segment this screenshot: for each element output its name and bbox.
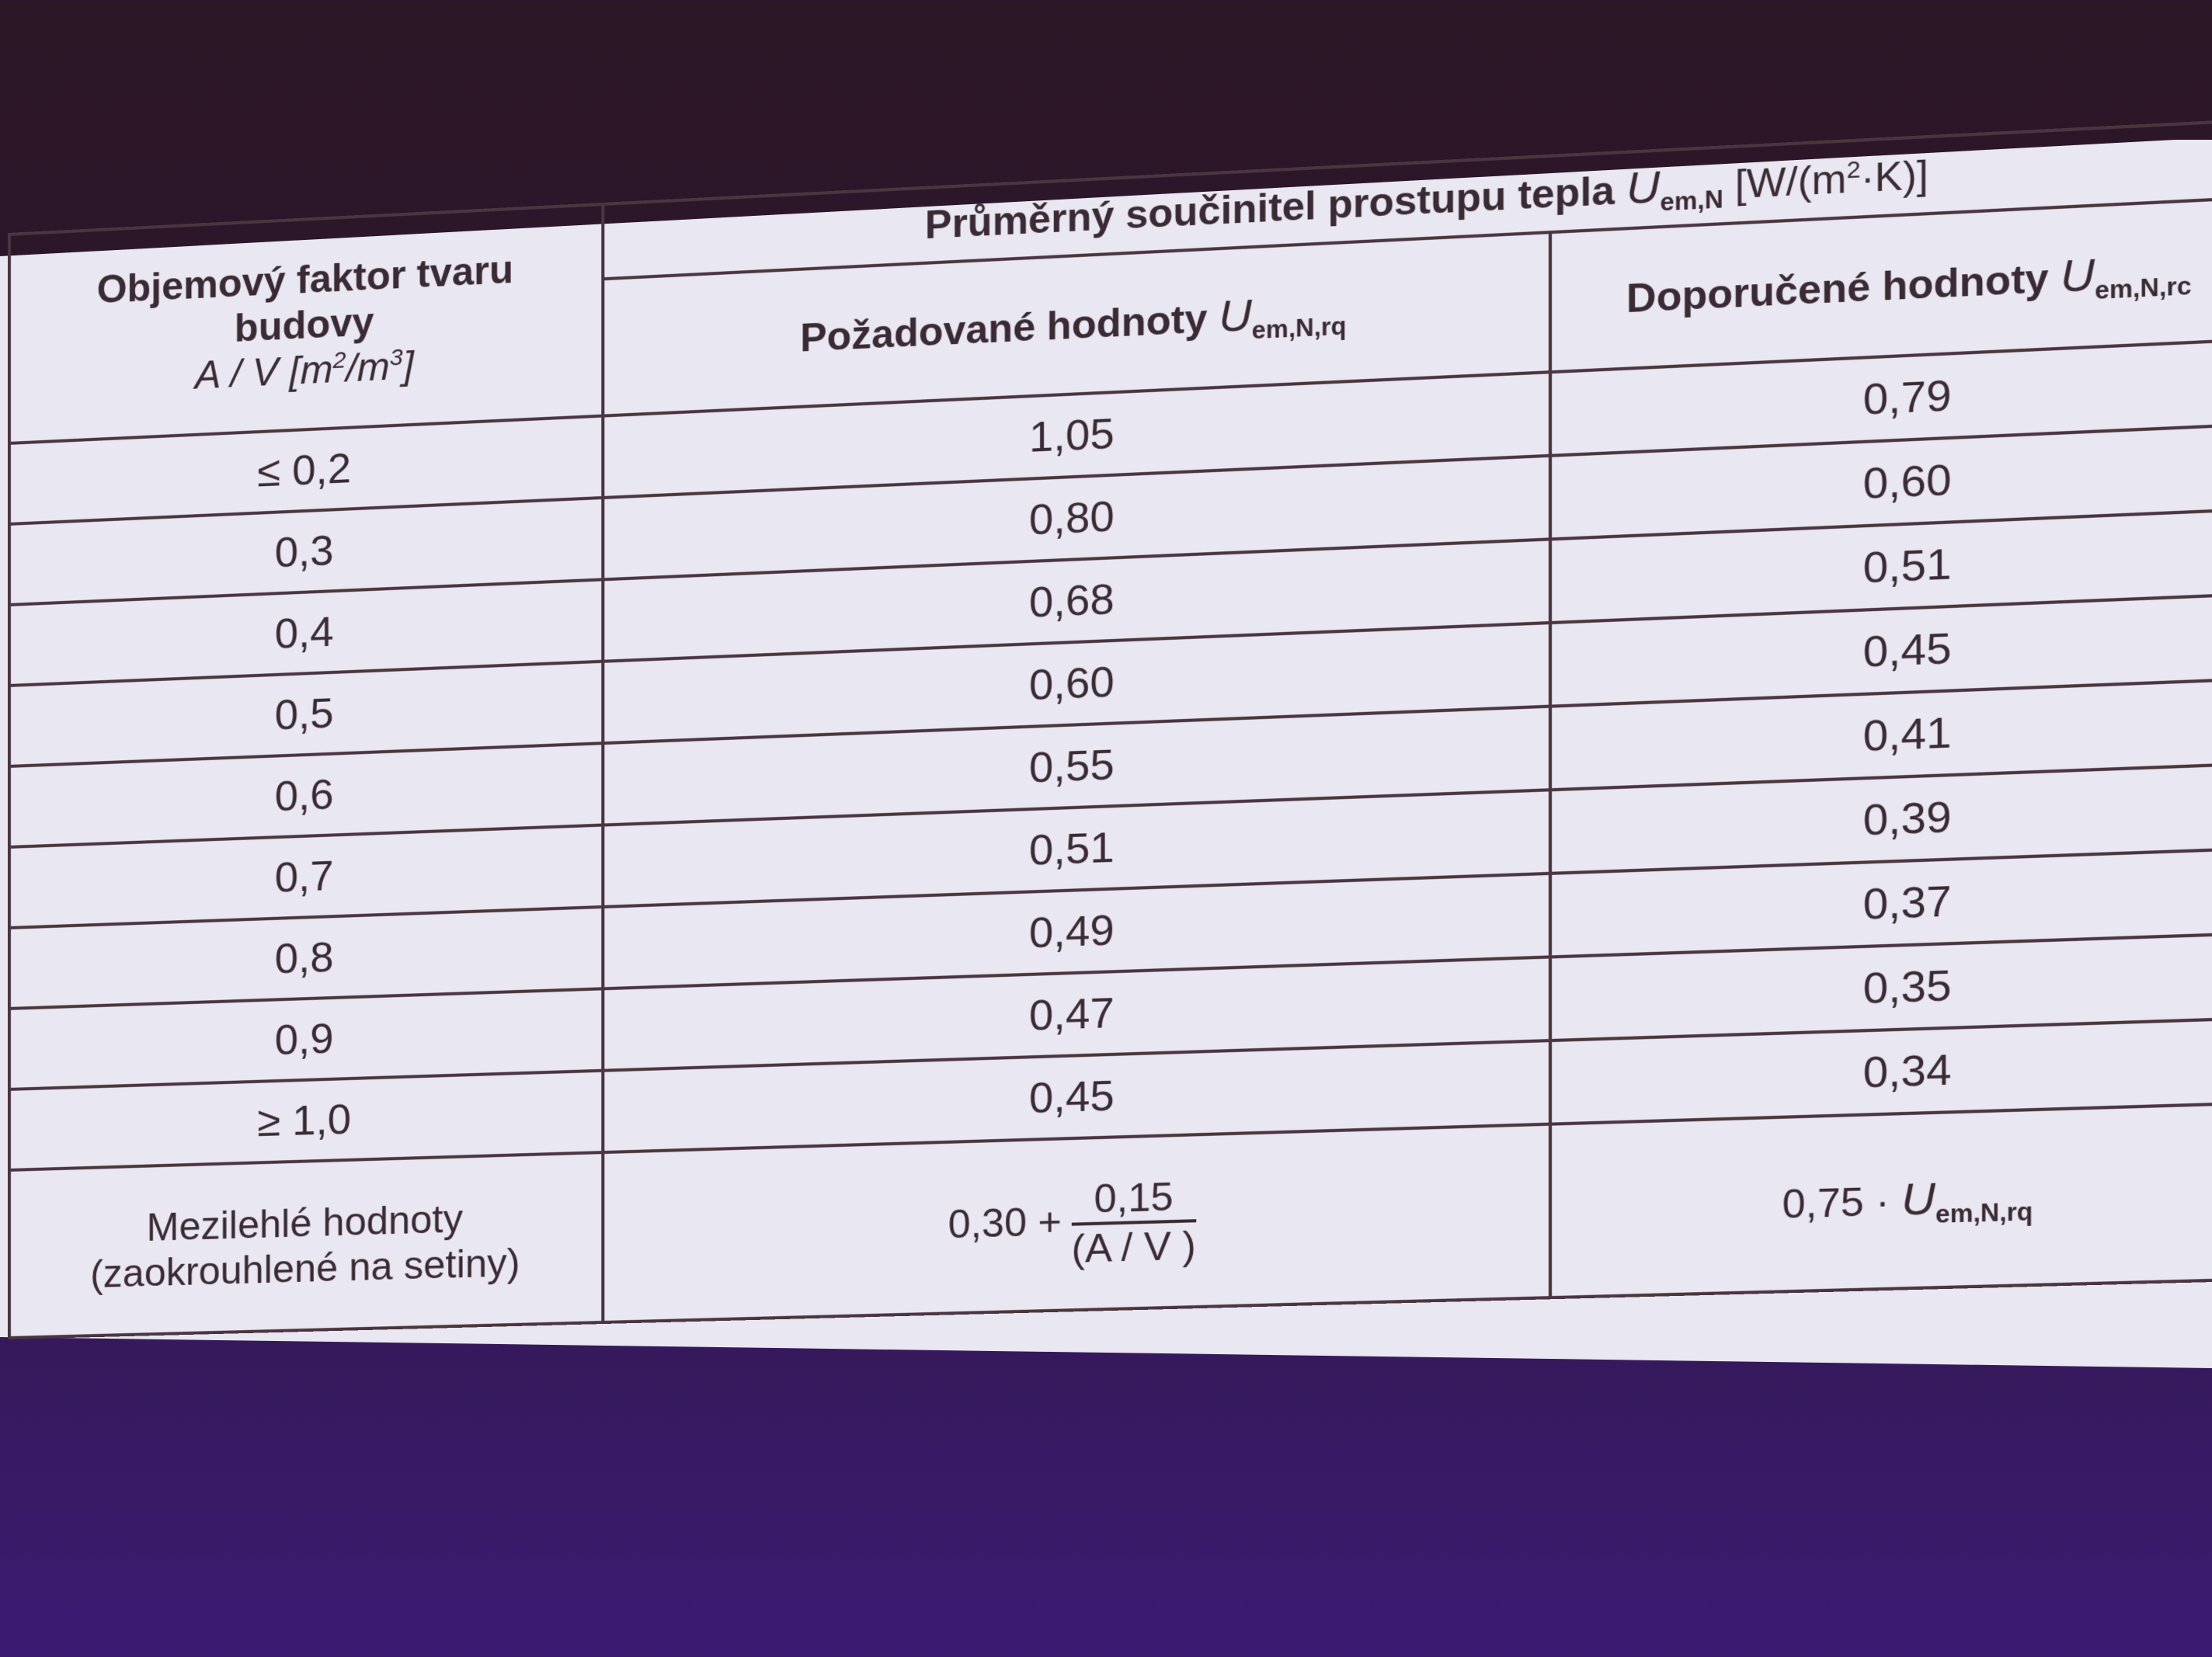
recommended-formula-prefix: 0,75 · bbox=[1782, 1178, 1901, 1227]
unit-text: A / V [m bbox=[195, 346, 333, 398]
footer-required-formula: 0,30 +0,15 (A / V ) bbox=[603, 1124, 1550, 1323]
formula-fraction: 0,15 (A / V ) bbox=[1071, 1172, 1196, 1273]
required-label: Požadované hodnoty bbox=[800, 295, 1219, 360]
recommended-label: Doporučené hodnoty bbox=[1626, 254, 2061, 321]
required-sub: em,N,rq bbox=[1251, 311, 1347, 344]
recommended-formula-sub: em,N,rq bbox=[1935, 1197, 2033, 1228]
group-unit: [W/(m2·K)] bbox=[1723, 152, 1929, 208]
unit-sup: 2 bbox=[332, 346, 346, 373]
unit-sup: 3 bbox=[389, 344, 403, 371]
footer-label: Mezilehlé hodnoty (zaokrouhlené na setiny… bbox=[9, 1152, 603, 1338]
u-value-table: Objemový faktor tvaru budovy A / V [m2/m… bbox=[8, 117, 2212, 1339]
formula-numerator: 0,15 bbox=[1071, 1172, 1196, 1226]
recommended-formula-symbol: U bbox=[1901, 1172, 1936, 1225]
formula-denominator: (A / V ) bbox=[1071, 1223, 1196, 1272]
footer-recommended-formula: 0,75 · Uem,N,rq bbox=[1549, 1103, 2212, 1298]
unit-text: ·K)] bbox=[1860, 151, 1929, 201]
recommended-symbol: U bbox=[2060, 248, 2095, 301]
recommended-sub: em,N,rc bbox=[2094, 271, 2192, 304]
group-symbol: U bbox=[1626, 161, 1661, 214]
unit-text: [W/(m bbox=[1723, 156, 1847, 208]
unit-sup: 2 bbox=[1846, 156, 1861, 184]
formula-prefix: 0,30 + bbox=[948, 1199, 1063, 1247]
u-value-table-wrapper: Objemový faktor tvaru budovy A / V [m2/m… bbox=[8, 117, 2212, 1339]
required-symbol: U bbox=[1219, 289, 1252, 341]
unit-text: /m bbox=[346, 343, 390, 390]
header-shape-factor: Objemový faktor tvaru budovy A / V [m2/m… bbox=[9, 203, 603, 443]
group-sub: em,N bbox=[1660, 185, 1723, 217]
unit-text: ] bbox=[402, 342, 414, 387]
